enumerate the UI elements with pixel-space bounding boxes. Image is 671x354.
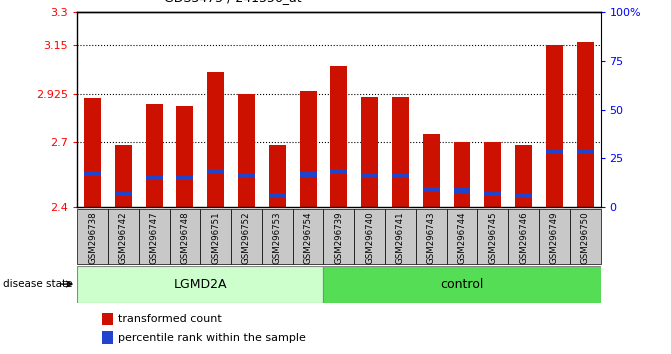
Bar [103, 331, 113, 344]
Text: percentile rank within the sample: percentile rank within the sample [119, 332, 306, 343]
Bar [299, 91, 317, 207]
Bar [330, 169, 348, 174]
Bar [576, 149, 594, 154]
Bar [238, 93, 255, 207]
Text: GSM296746: GSM296746 [519, 212, 528, 264]
Bar [454, 188, 470, 193]
Text: GSM296753: GSM296753 [273, 212, 282, 264]
Bar [515, 193, 532, 198]
Bar [299, 172, 317, 177]
Bar [115, 192, 132, 196]
Bar [354, 209, 385, 264]
Bar [170, 209, 201, 264]
Bar [323, 209, 354, 264]
Text: control: control [440, 278, 484, 291]
Text: GSM296739: GSM296739 [334, 212, 344, 264]
Bar [570, 209, 601, 264]
Bar [392, 173, 409, 178]
Bar [539, 209, 570, 264]
Text: GSM296744: GSM296744 [458, 212, 466, 264]
Bar [447, 209, 477, 264]
Bar [176, 176, 193, 180]
Bar [392, 97, 409, 207]
Bar [423, 187, 440, 192]
Bar [103, 313, 113, 325]
Bar [207, 169, 224, 174]
Bar [262, 209, 293, 264]
Bar [330, 67, 348, 207]
Bar [115, 145, 132, 207]
Text: GSM296748: GSM296748 [180, 212, 189, 264]
Bar [293, 209, 323, 264]
Bar [84, 98, 101, 207]
Bar [201, 209, 231, 264]
Text: GSM296751: GSM296751 [211, 212, 220, 264]
Bar [576, 41, 594, 207]
Text: disease state: disease state [3, 279, 73, 289]
Bar [508, 209, 539, 264]
Text: transformed count: transformed count [119, 314, 222, 324]
Bar [84, 171, 101, 176]
Bar [77, 266, 323, 303]
Text: GDS3475 / 241356_at: GDS3475 / 241356_at [164, 0, 302, 4]
Text: GSM296750: GSM296750 [580, 212, 590, 264]
Bar [176, 107, 193, 207]
Bar [361, 97, 378, 207]
Text: GSM296747: GSM296747 [150, 212, 158, 264]
Text: GSM296752: GSM296752 [242, 212, 251, 264]
Bar [323, 266, 601, 303]
Text: GSM296742: GSM296742 [119, 212, 128, 264]
Text: GSM296745: GSM296745 [488, 212, 497, 264]
Text: GSM296754: GSM296754 [303, 212, 313, 264]
Bar [269, 145, 286, 207]
Bar [361, 173, 378, 178]
Bar [546, 45, 563, 207]
Bar [515, 145, 532, 207]
Bar [207, 72, 224, 207]
Bar [231, 209, 262, 264]
Bar [484, 142, 501, 207]
Text: GSM296743: GSM296743 [427, 212, 435, 264]
Bar [238, 173, 255, 178]
Bar [454, 142, 470, 207]
Bar [484, 192, 501, 196]
Bar [139, 209, 170, 264]
Bar [416, 209, 447, 264]
Text: LGMD2A: LGMD2A [174, 278, 227, 291]
Text: GSM296738: GSM296738 [88, 212, 97, 264]
Bar [146, 104, 162, 207]
Bar [477, 209, 508, 264]
Bar [269, 193, 286, 198]
Bar [423, 133, 440, 207]
Bar [385, 209, 416, 264]
Text: GSM296741: GSM296741 [396, 212, 405, 264]
Bar [146, 176, 162, 180]
Bar [77, 209, 108, 264]
Text: GSM296740: GSM296740 [365, 212, 374, 264]
Bar [108, 209, 139, 264]
Text: GSM296749: GSM296749 [550, 212, 559, 264]
Bar [546, 149, 563, 154]
